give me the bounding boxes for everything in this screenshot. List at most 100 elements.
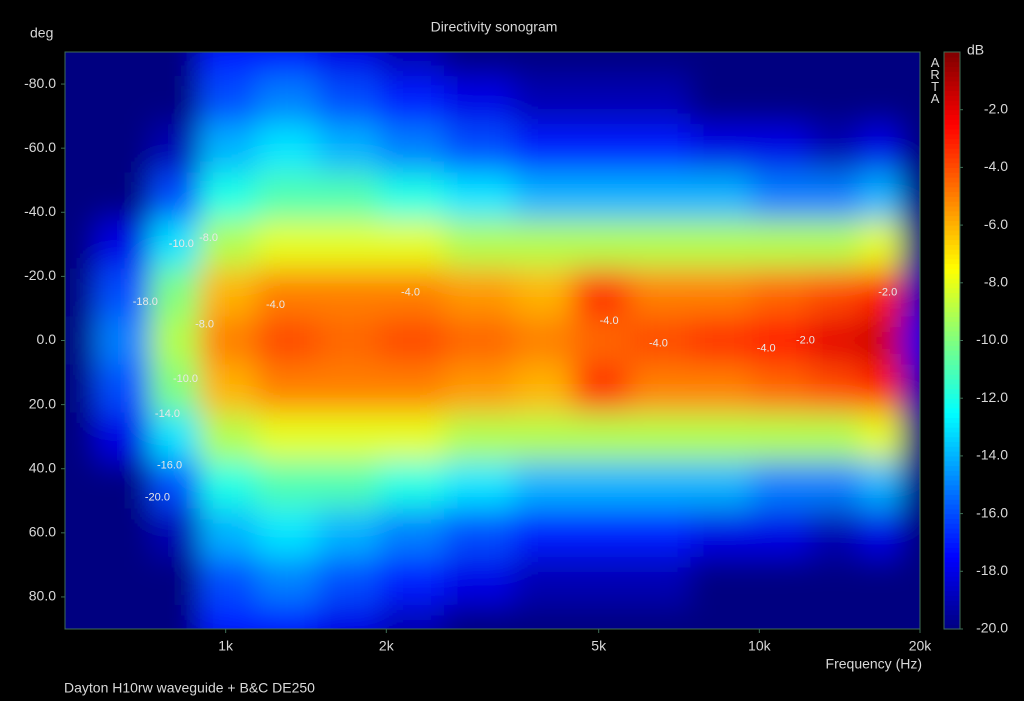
colorbar-segment [944,302,960,308]
colorbar-segment [944,475,960,481]
colorbar-segment [944,321,960,327]
colorbar-segment [944,374,960,380]
heatmap-cell [901,268,920,317]
heatmap-cell [572,52,630,77]
heatmap-cell [751,556,810,606]
heatmap-cell [256,460,319,510]
colorbar-tick-label: -2.0 [984,100,1008,116]
colorbar-segment [944,388,960,394]
heatmap-cell [444,412,515,462]
heatmap-cell [572,460,630,510]
plot-area [65,52,920,629]
heatmap-cell [149,124,201,173]
heatmap-cell [809,52,861,77]
heatmap-cell [572,412,630,462]
heatmap-cell [199,268,257,317]
colorbar-segment [944,585,960,592]
contour-label: -10.0 [169,238,194,250]
heatmap-cell [513,52,574,77]
heatmap-cell [751,172,810,221]
colorbar-segment [944,369,960,375]
contour-label: -16.0 [157,459,182,471]
heatmap-cell [513,268,574,317]
heatmap-cell [572,220,630,269]
heatmap-cell [65,268,96,317]
heatmap-cell [690,604,753,629]
colorbar-segment [944,234,960,241]
colorbar-segment [944,383,960,390]
heatmap-cell [317,268,380,317]
heatmap-cell [513,76,574,125]
colorbar-segment [944,345,960,351]
colorbar-segment [944,326,960,332]
heatmap-cell [378,268,445,317]
y-tick-label: 40.0 [29,459,56,475]
colorbar-segment [944,143,960,149]
heatmap-cell [513,124,574,173]
colorbar-segment [944,576,960,582]
y-tick-label: -40.0 [24,203,56,219]
colorbar-segment [944,172,960,178]
heatmap-cell [95,316,151,366]
contour-label: -4.0 [401,286,420,298]
heatmap-cell [859,76,902,125]
heatmap-cell [690,556,753,606]
heatmap-cell [513,556,574,606]
heatmap-cell [317,556,380,606]
heatmap-cell [256,52,319,77]
heatmap-cell [378,52,445,77]
heatmap-cell [901,76,920,125]
heatmap-cell [809,412,861,462]
heatmap-cell [859,460,902,510]
colorbar-segment [944,446,960,452]
colorbar-segment [944,162,960,168]
y-tick-label: 20.0 [29,395,56,411]
heatmap-cell [149,172,201,221]
colorbar-segment [944,61,960,68]
heatmap-cell [809,316,861,366]
heatmap-cell [65,220,96,269]
heatmap-cell [690,268,753,317]
contour-label: -4.0 [757,342,776,354]
colorbar-segment [944,244,960,250]
heatmap-cell [149,220,201,269]
heatmap-cell [199,316,257,366]
heatmap-cell [65,52,96,77]
colorbar-segment [944,273,960,279]
colorbar-segment [944,258,960,265]
x-tick-label: 10k [748,638,772,654]
heatmap-cell [690,460,753,510]
colorbar-segment [944,503,960,510]
heatmap-cell [859,52,902,77]
heatmap-cell [751,460,810,510]
heatmap-cell [149,268,201,317]
heatmap-cell [513,220,574,269]
colorbar-segment [944,124,960,130]
heatmap-cell [901,604,920,629]
heatmap-cell [199,124,257,173]
heatmap-cell [444,364,515,414]
heatmap-cell [809,364,861,414]
colorbar-segment [944,297,960,303]
colorbar-segment [944,508,960,515]
heatmap-cell [690,172,753,221]
colorbar-tick-label: -10.0 [976,331,1008,347]
heatmap-cell [901,52,920,77]
colorbar-segment [944,532,960,539]
heatmap-cell [859,268,902,317]
heatmap-cell [572,364,630,414]
heatmap-cell [378,364,445,414]
contour-label: -4.0 [649,338,668,350]
brand: ARTA [928,55,943,103]
y-tick-label: -80.0 [24,75,56,91]
colorbar-segment [944,177,960,183]
colorbar-segment [944,71,960,77]
colorbar-segment [944,152,960,159]
heatmap-cell [199,220,257,269]
x-axis-label: Frequency (Hz) [826,656,922,672]
colorbar-segment [944,282,960,289]
colorbar-segment [944,566,960,572]
colorbar-segment [944,523,960,529]
colorbar-segment [944,100,960,106]
